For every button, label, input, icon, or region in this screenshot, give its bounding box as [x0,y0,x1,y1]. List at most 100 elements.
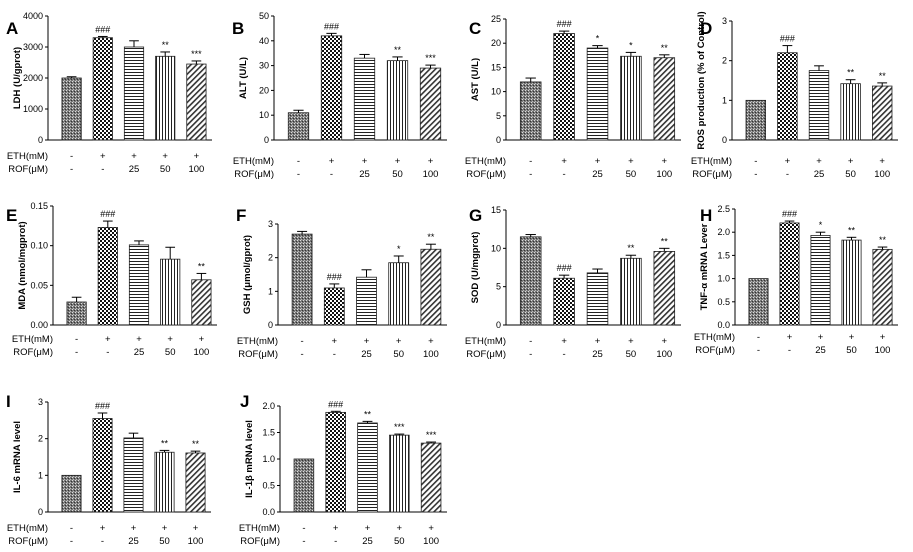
rof-value: - [70,164,73,175]
rof-value: 50 [394,536,405,547]
y-tick-label: 2 [268,253,273,263]
eth-value: + [848,156,854,167]
bar [553,33,575,141]
eth-value: + [194,151,200,162]
rof-value: 25 [362,536,373,547]
significance-mark: ### [327,272,342,282]
eth-value: - [754,156,757,167]
rof-value: - [786,169,789,180]
y-axis-label: GSH (μmol/gprot) [242,235,253,314]
y-tick-label: 0 [268,320,273,330]
y-tick-label: 0 [496,320,501,330]
significance-mark: ** [847,68,855,78]
eth-value: + [136,334,142,345]
bar [420,248,442,326]
y-tick-label: 3 [722,16,727,26]
panel-j: J 0.0 0.5 1.0 1.5 2.0 IL-1β mRNA level - - ### + - *… [239,392,447,547]
rof-value: 25 [815,345,826,356]
eth-value: + [199,334,205,345]
y-tick-label: 2000 [23,73,43,83]
eth-row-label: ETH(mM) [7,151,48,162]
significance-mark: * [397,244,401,254]
eth-value: - [302,523,305,534]
rof-value: 50 [626,169,637,180]
bar [128,244,150,326]
eth-value: + [100,523,106,534]
bar [653,250,676,326]
eth-value: + [662,156,668,167]
significance-mark: ### [782,209,797,219]
eth-value: + [662,336,668,347]
panel-i: I 0 1 2 3 IL-6 mRNA level - - ### + - +25 ** +50 ** +10… [6,392,211,547]
rof-value: - [788,345,791,356]
bar [160,258,181,326]
eth-value: - [757,332,760,343]
bar [357,422,378,513]
eth-value: - [75,334,78,345]
rof-value: 50 [393,349,404,360]
eth-value: + [396,336,402,347]
bar [620,257,642,326]
panel-d: D 0 1 2 3 ROS production (% of Control) - - ### +… [691,11,898,180]
rof-value: 100 [656,349,672,360]
y-tick-label: 10 [491,87,501,97]
bar [779,222,800,326]
significance-mark: ### [324,21,339,31]
rof-value: 100 [656,169,672,180]
bar [810,235,831,326]
panel-c: C 0 5 10 15 20 25 AST (U/L) - - ### + - * +25 * +50 ** +10… [465,14,681,180]
bar [293,458,315,513]
eth-value: + [849,332,855,343]
eth-row-label: ETH(mM) [691,156,732,167]
rof-row-label: ROF(μM) [8,164,48,175]
y-tick-label: 1.0 [717,274,730,284]
eth-row-label: ETH(mM) [239,523,280,534]
rof-value: 100 [193,347,209,358]
bar [748,278,769,326]
bar [191,279,212,326]
bar [653,57,676,141]
bar [97,227,118,326]
significance-mark: ### [95,401,110,411]
panel-label: C [469,19,481,38]
rof-value: - [330,169,333,180]
significance-mark: ** [627,243,635,253]
bar [186,63,207,141]
significance-mark: *** [394,422,405,432]
eth-value: + [162,523,168,534]
significance-mark: *** [426,430,437,440]
bar [291,233,313,326]
rof-value: 100 [188,536,204,547]
bar [872,248,893,326]
panel-b: B 0 10 20 30 40 50 ALT (U/L) - - ### + - +25 ** +50 *** +… [232,11,447,180]
rof-value: 100 [423,349,439,360]
eth-value: + [595,336,601,347]
significance-mark: ### [328,399,343,409]
eth-value: + [193,523,199,534]
y-tick-label: 3000 [23,42,43,52]
y-tick-label: 1 [722,95,727,105]
y-tick-label: 0.15 [30,201,48,211]
rof-value: - [529,169,532,180]
y-axis-label: LDH (U/gprot) [12,47,23,109]
y-tick-label: 2.0 [717,227,730,237]
rof-value: 50 [626,349,637,360]
panel-label: G [469,206,482,225]
bar [356,276,377,326]
eth-value: + [333,523,339,534]
significance-mark: *** [425,53,436,63]
rof-value: 25 [359,169,370,180]
significance-mark: ### [557,263,572,273]
eth-value: - [70,523,73,534]
significance-mark: ** [661,236,669,246]
rof-value: 25 [134,347,145,358]
y-axis-label: IL-6 mRNA level [12,421,23,493]
rof-value: - [75,347,78,358]
panel-f: F 0 1 2 3 GSH (μmol/gprot) - - ### + - +25 * +50 ** +10… [236,206,447,360]
rof-value: 25 [129,164,140,175]
eth-value: + [628,336,634,347]
y-tick-label: 0.0 [262,507,275,517]
y-axis-label: AST (U/L) [470,58,481,101]
eth-value: + [365,523,371,534]
rof-value: 100 [188,164,204,175]
